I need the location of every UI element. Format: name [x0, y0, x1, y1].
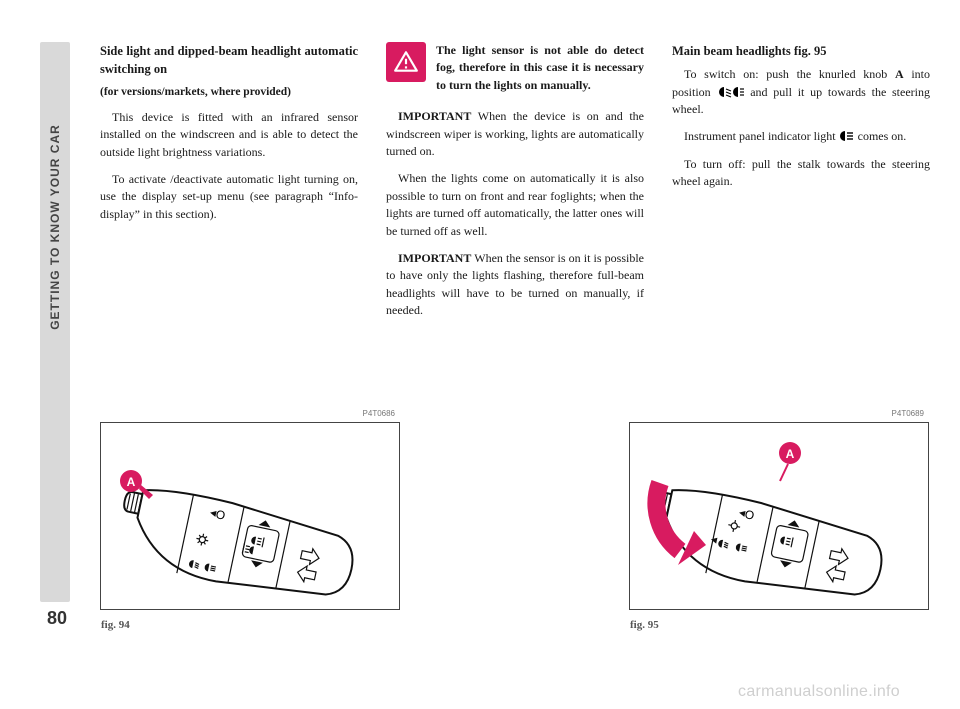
figure-95: P4T0689 O — [629, 422, 929, 610]
col2-p2: When the lights come on automatically it… — [386, 170, 644, 240]
section-tab-label: GETTING TO KNOW YOUR CAR — [48, 124, 62, 330]
important-label: IMPORTANT — [398, 109, 471, 123]
col3-p3: To turn off: pull the stalk towards the … — [672, 156, 930, 191]
col1-heading: Side light and dipped-beam headlight aut… — [100, 42, 358, 78]
text-columns: Side light and dipped-beam headlight aut… — [100, 42, 930, 329]
high-beam-icon — [839, 129, 855, 143]
col1-p1: This device is fitted with an infrared s… — [100, 109, 358, 161]
col3-p2a: Instrument panel indicator light — [684, 129, 839, 143]
important-label-2: IMPORTANT — [398, 251, 471, 265]
column-1: Side light and dipped-beam headlight aut… — [100, 42, 358, 329]
col3-p2b: comes on. — [855, 129, 907, 143]
column-2: The light sensor is not able do detect f… — [386, 42, 644, 329]
figure-95-code: P4T0689 — [892, 409, 924, 418]
section-tab: GETTING TO KNOW YOUR CAR — [40, 42, 70, 602]
warning-text: The light sensor is not able do detect f… — [436, 42, 644, 94]
figure-95-caption: fig. 95 — [630, 619, 659, 631]
col2-p3: IMPORTANT When the sensor is on it is po… — [386, 250, 644, 320]
col3-heading: Main beam headlights fig. 95 — [672, 42, 930, 60]
figure-95-svg: O — [630, 423, 930, 611]
warning-block: The light sensor is not able do detect f… — [386, 42, 644, 94]
low-beam-icon — [716, 85, 744, 99]
manual-page: GETTING TO KNOW YOUR CAR 80 Side light a… — [0, 0, 960, 709]
figure-94: P4T0686 O — [100, 422, 400, 610]
col3-p2: Instrument panel indicator light comes o… — [672, 128, 930, 145]
knob-a-ref: A — [895, 67, 904, 81]
figure-94-caption: fig. 94 — [101, 619, 130, 631]
col1-subheading: (for versions/markets, where provided) — [100, 84, 358, 101]
figure-94-label-a: A — [127, 475, 136, 489]
col3-p1a: To switch on: push the knurled knob — [684, 67, 895, 81]
figure-95-label-a: A — [786, 447, 795, 461]
col2-p1: IMPORTANT When the device is on and the … — [386, 108, 644, 160]
warning-icon — [386, 42, 426, 82]
figure-94-code: P4T0686 — [363, 409, 395, 418]
col1-p2: To activate /deactivate automatic light … — [100, 171, 358, 223]
watermark: carmanualsonline.info — [738, 683, 900, 701]
page-number: 80 — [47, 608, 67, 629]
figure-94-svg: O — [101, 423, 401, 611]
column-3: Main beam headlights fig. 95 To switch o… — [672, 42, 930, 329]
col3-p1: To switch on: push the knurled knob A in… — [672, 66, 930, 118]
